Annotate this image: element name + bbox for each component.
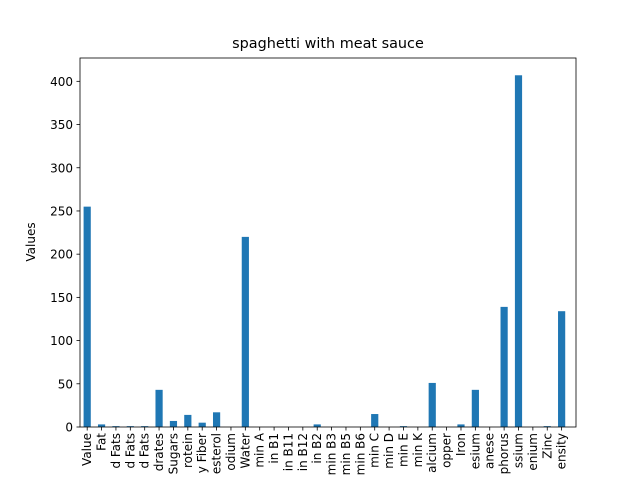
y-tick-label: 0: [65, 421, 73, 435]
x-tick-label: in B1: [267, 433, 281, 464]
bar: [399, 426, 408, 427]
bar: [169, 420, 178, 427]
x-tick-label: Value: [80, 433, 94, 466]
x-tick-label: odium: [224, 433, 238, 471]
chart-title: spaghetti with meat sauce: [232, 36, 424, 52]
y-ticks-group: 0 50 100 150 200 250 300 350 400: [50, 75, 80, 435]
x-tick-label: drates: [152, 433, 166, 471]
bar: [155, 389, 163, 427]
x-tick-label: Water: [238, 433, 252, 469]
plot-frame: [79, 57, 577, 428]
x-tick-label: Zinc: [540, 433, 554, 459]
x-tick-label: esterol: [210, 433, 224, 474]
bar: [313, 424, 321, 427]
x-ticks-group: Value Fat d Fats d Fats d Fats drates Sugars ro…: [80, 427, 569, 475]
bar: [371, 414, 379, 427]
x-tick-label: Fat: [95, 433, 109, 451]
bar: [500, 306, 508, 427]
x-tick-label: enium: [526, 433, 540, 471]
y-tick-label: 350: [50, 118, 73, 132]
x-tick-label: in B11: [281, 433, 295, 471]
x-tick-label: min B5: [339, 433, 353, 475]
x-tick-label: min D: [382, 433, 396, 469]
y-tick-label: 150: [50, 291, 73, 305]
x-tick-label: esium: [468, 433, 482, 469]
x-tick-label: opper: [440, 433, 454, 468]
x-tick-label: min C: [368, 433, 382, 468]
x-tick-label: ensity: [555, 433, 569, 469]
x-tick-label: min A: [253, 432, 267, 467]
bar: [471, 389, 479, 427]
bar: [241, 236, 249, 427]
y-tick-label: 50: [58, 377, 73, 391]
x-tick-label: rotein: [181, 433, 195, 468]
bar: [141, 426, 149, 427]
bar: [184, 414, 192, 427]
bar: [112, 426, 120, 427]
bar: [543, 426, 551, 427]
x-tick-label: Iron: [454, 433, 468, 456]
x-tick-label: alcium: [425, 433, 439, 473]
x-tick-label: Sugars: [166, 433, 180, 474]
x-tick-label: anese: [483, 433, 497, 469]
bar: [428, 382, 436, 427]
y-tick-label: 100: [50, 334, 73, 348]
y-tick-label: 250: [50, 204, 73, 218]
x-tick-label: min B3: [325, 433, 339, 475]
y-tick-label: 300: [50, 161, 73, 175]
x-tick-label: min E: [396, 433, 410, 467]
y-tick-label: 400: [50, 75, 73, 89]
bar: [83, 206, 91, 427]
bar: [198, 422, 206, 427]
bar: [457, 424, 465, 427]
x-tick-label: d Fats: [109, 433, 123, 469]
x-tick-label: y Fiber: [195, 433, 209, 473]
bars-group: [83, 75, 566, 427]
bar: [514, 75, 523, 427]
y-axis-label: Values: [24, 222, 38, 261]
x-tick-label: min B6: [353, 433, 367, 475]
x-tick-label: d Fats: [138, 433, 152, 469]
x-tick-label: ssium: [511, 433, 525, 468]
bar: [558, 311, 566, 427]
x-tick-label: phorus: [497, 433, 511, 474]
x-tick-label: in B2: [310, 433, 324, 464]
bar: [126, 426, 134, 427]
x-tick-label: min K: [411, 432, 425, 467]
y-tick-label: 200: [50, 248, 73, 262]
bar: [97, 424, 106, 427]
bar: [212, 412, 221, 427]
x-tick-label: in B12: [296, 433, 310, 471]
x-tick-label: d Fats: [123, 433, 137, 469]
